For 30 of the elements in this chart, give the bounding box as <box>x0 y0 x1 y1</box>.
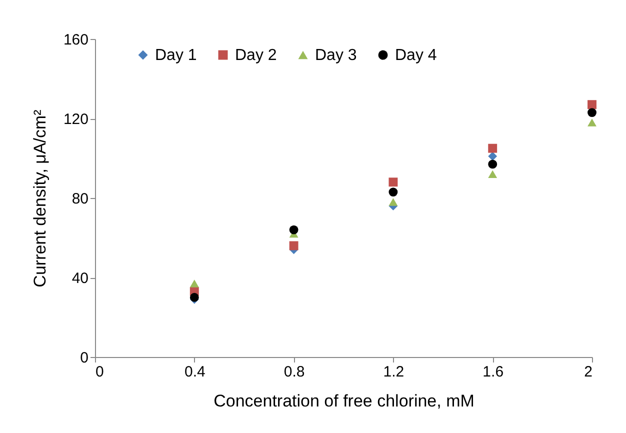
point <box>488 152 498 161</box>
x-tick-label: 2 <box>584 364 592 380</box>
y-tick-label: 120 <box>63 111 88 128</box>
legend-label: Day 1 <box>155 47 197 64</box>
point <box>388 198 398 206</box>
y-tick-label: 80 <box>72 190 88 208</box>
point <box>190 280 199 288</box>
legend-label: Day 3 <box>315 47 357 64</box>
point <box>488 160 498 169</box>
y-tick-label: 160 <box>63 32 88 48</box>
x-axis-title: Concentration of free chlorine, mM <box>214 392 474 410</box>
point <box>289 225 298 234</box>
point <box>289 241 298 250</box>
x-tick-label: 0.4 <box>184 364 206 380</box>
point <box>388 178 398 187</box>
legend-label: Day 2 <box>235 47 277 64</box>
x-tick-label: 1.6 <box>482 364 504 380</box>
y-tick-label: 0 <box>80 350 88 366</box>
point <box>588 100 596 110</box>
point <box>488 144 498 153</box>
x-tick-label: 0 <box>96 364 104 380</box>
y-axis-title: Current density, μA/cm² <box>30 109 50 288</box>
point <box>588 118 596 126</box>
point <box>388 188 398 196</box>
legend-label: Day 4 <box>395 47 437 64</box>
x-tick-label: 0.8 <box>284 364 305 380</box>
point <box>588 108 596 117</box>
x-tick-label: 1.2 <box>383 364 404 380</box>
y-tick-label: 40 <box>72 270 88 287</box>
point <box>488 170 498 178</box>
